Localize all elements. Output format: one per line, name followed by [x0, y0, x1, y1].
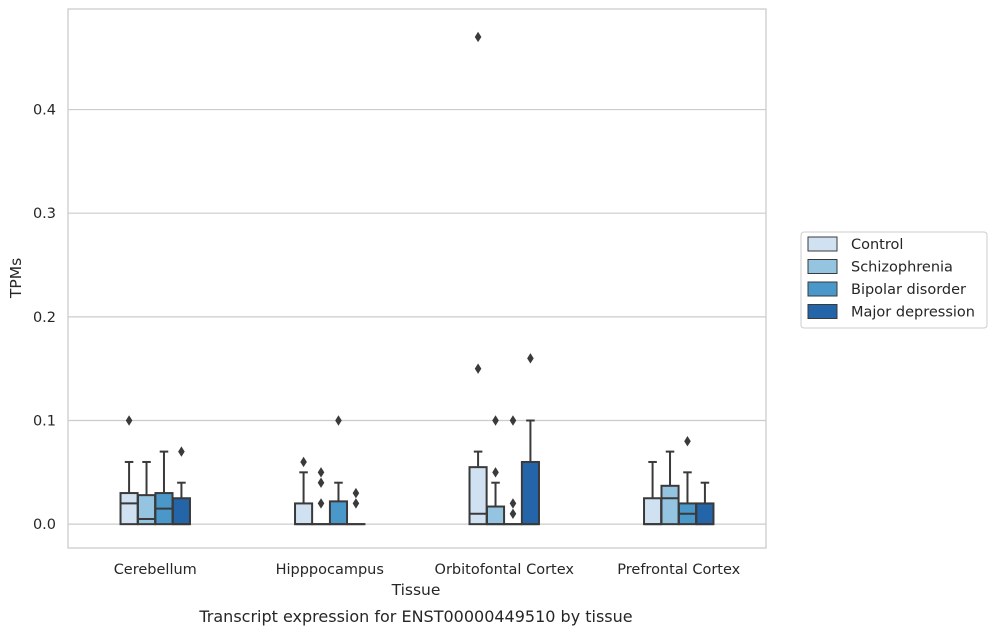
- outlier-point: [352, 498, 360, 509]
- box-2-0: [468, 31, 488, 526]
- legend-label: Control: [851, 237, 903, 253]
- box-0-0: [119, 415, 139, 526]
- outlier-point: [684, 436, 691, 447]
- y-tick-label: 0.4: [33, 103, 56, 119]
- plot-frame: [67, 8, 767, 549]
- box-body: [468, 466, 488, 526]
- outlier-point: [492, 415, 499, 426]
- legend-swatch: [807, 236, 838, 252]
- outlier-point: [125, 415, 133, 426]
- box-1-3: [346, 487, 366, 526]
- outlier-point: [300, 456, 307, 468]
- y-tick-label: 0.2: [33, 310, 56, 326]
- y-tick-labels: 0.0 0.1 0.2 0.3 0.4: [33, 103, 56, 534]
- box-body: [520, 460, 540, 526]
- outlier-point: [509, 415, 517, 426]
- y-axis-label: TPMs: [7, 258, 25, 299]
- y-tick-label: 0.1: [33, 414, 56, 430]
- grid-lines: [68, 108, 766, 525]
- box-3-0: [643, 460, 663, 526]
- chart-caption: Transcript expression for ENST0000044951…: [198, 607, 632, 626]
- outlier-point: [474, 363, 482, 374]
- box-3-1: [660, 450, 680, 526]
- legend-label: Schizophrenia: [851, 260, 953, 276]
- box-2-3: [520, 353, 540, 526]
- x-tick-label: Cerebellum: [114, 562, 197, 578]
- legend-swatch: [807, 304, 838, 319]
- outlier-point: [509, 498, 517, 509]
- outlier-point: [317, 467, 325, 478]
- legend-label: Bipolar disorder: [851, 282, 966, 298]
- box-body: [485, 505, 506, 526]
- box-1-1: [311, 467, 331, 526]
- box-2-2: [503, 415, 523, 526]
- legend: Control Schizophrenia Bipolar disorder Majo…: [800, 231, 988, 329]
- box-1-2: [328, 415, 349, 526]
- outlier-point: [527, 353, 534, 364]
- box-body: [328, 500, 349, 526]
- outlier-point: [335, 415, 342, 426]
- box-body: [171, 497, 191, 526]
- box-body: [643, 497, 663, 526]
- legend-swatch: [807, 259, 838, 274]
- outlier-point: [509, 508, 517, 519]
- box-1-0: [294, 456, 314, 526]
- box-body: [294, 502, 314, 526]
- legend-frame: [800, 231, 988, 329]
- outlier-point: [317, 498, 325, 509]
- box-0-3: [171, 446, 191, 526]
- box-3-3: [695, 481, 715, 526]
- box-2-1: [485, 415, 506, 526]
- box-0-2: [154, 450, 174, 526]
- outlier-point: [178, 446, 185, 457]
- x-axis-label: Tissue: [391, 581, 441, 599]
- box-body: [695, 502, 715, 526]
- outlier-point: [492, 467, 499, 478]
- y-tick-label: 0.0: [33, 517, 56, 533]
- x-tick-label: Orbitofontal Cortex: [435, 562, 575, 578]
- outlier-point: [474, 31, 482, 43]
- x-tick-label: Hipppocampus: [276, 562, 384, 578]
- box-3-2: [677, 436, 698, 526]
- legend-label: Major depression: [851, 305, 975, 321]
- outlier-point: [317, 477, 325, 488]
- outlier-point: [352, 487, 360, 499]
- y-tick-label: 0.3: [33, 206, 56, 222]
- box-body: [660, 484, 680, 526]
- box-body: [119, 492, 139, 526]
- boxes: [119, 31, 715, 526]
- x-tick-label: Prefrontal Cortex: [617, 562, 740, 578]
- box-0-1: [136, 460, 157, 526]
- x-tick-labels: Cerebellum Hipppocampus Orbitofontal Corte…: [114, 562, 741, 578]
- legend-swatch: [807, 281, 838, 297]
